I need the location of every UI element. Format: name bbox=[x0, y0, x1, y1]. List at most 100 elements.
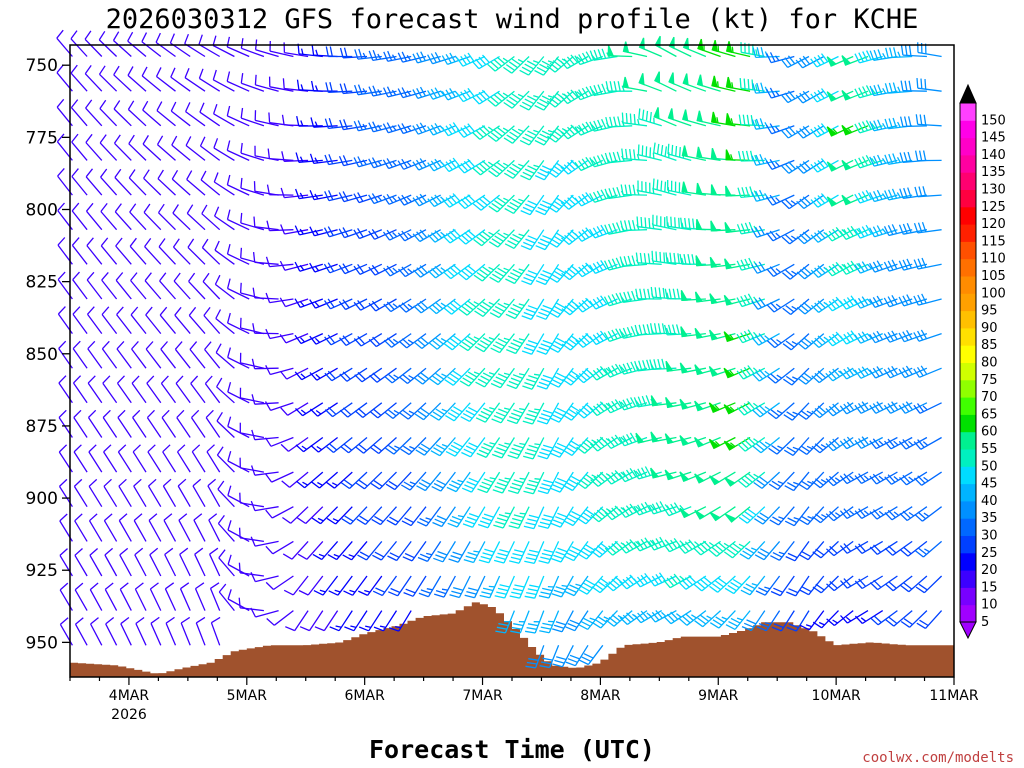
wind-barb bbox=[103, 513, 118, 542]
wind-barb bbox=[695, 255, 721, 267]
wind-barb bbox=[104, 547, 118, 577]
wind-barb bbox=[309, 226, 338, 237]
wind-barb bbox=[118, 478, 132, 508]
colorbar-label: 110 bbox=[981, 252, 1006, 267]
wind-barb bbox=[227, 520, 250, 542]
wind-barb bbox=[160, 375, 177, 404]
wind-barb bbox=[323, 226, 353, 238]
wind-barb bbox=[443, 333, 471, 351]
wind-barb bbox=[213, 138, 235, 161]
wind-barb bbox=[324, 367, 353, 382]
wind-barb bbox=[264, 436, 294, 447]
wind-barb bbox=[565, 610, 589, 632]
wind-barb bbox=[114, 203, 132, 231]
wind-barb bbox=[679, 398, 707, 410]
colorbar-swatch bbox=[960, 258, 976, 277]
wind-barb bbox=[368, 333, 397, 348]
wind-barb bbox=[207, 478, 221, 508]
wind-barb bbox=[191, 444, 206, 473]
wind-barb bbox=[295, 436, 324, 453]
wind-barb bbox=[766, 263, 795, 277]
wind-barb bbox=[357, 540, 383, 561]
colorbar-label: 75 bbox=[981, 373, 998, 388]
y-tick-label: 825 bbox=[26, 273, 58, 293]
wind-barb bbox=[388, 575, 412, 597]
wind-barb bbox=[296, 79, 323, 92]
wind-barb bbox=[781, 125, 810, 139]
wind-barb bbox=[472, 125, 500, 140]
wind-barb bbox=[175, 375, 191, 404]
wind-barb bbox=[459, 367, 486, 387]
wind-barb bbox=[504, 194, 530, 214]
wind-barb bbox=[427, 51, 456, 65]
wind-barb bbox=[457, 158, 486, 174]
wind-barb bbox=[371, 506, 397, 526]
wind-barb bbox=[144, 272, 162, 300]
wind-barb bbox=[786, 575, 810, 597]
wind-barb bbox=[560, 89, 589, 105]
wind-barb bbox=[797, 367, 825, 385]
wind-barb bbox=[250, 500, 279, 512]
colorbar-swatch bbox=[960, 466, 976, 485]
wind-barb bbox=[459, 333, 486, 352]
wind-barb bbox=[193, 513, 206, 542]
wind-barb bbox=[356, 506, 383, 525]
wind-barb bbox=[341, 506, 368, 525]
wind-barb bbox=[369, 367, 397, 383]
wind-barb bbox=[869, 575, 898, 591]
wind-barb bbox=[149, 582, 162, 611]
wind-barb bbox=[155, 67, 176, 92]
wind-barb bbox=[227, 382, 250, 404]
wind-barb bbox=[416, 506, 442, 527]
wind-barb bbox=[524, 541, 545, 565]
colorbar-swatch bbox=[960, 345, 976, 363]
wind-barb bbox=[120, 616, 132, 646]
wind-barb bbox=[812, 506, 839, 524]
wind-barb bbox=[534, 160, 560, 181]
wind-barb bbox=[265, 575, 294, 591]
wind-barb bbox=[913, 436, 942, 450]
wind-barb bbox=[412, 51, 441, 64]
colorbar-label: 105 bbox=[981, 269, 1006, 284]
wind-barb bbox=[539, 645, 560, 669]
wind-barb bbox=[280, 402, 309, 416]
wind-barb bbox=[681, 181, 706, 196]
colorbar-label: 95 bbox=[981, 304, 998, 319]
wind-barb bbox=[724, 575, 751, 595]
wind-barb bbox=[427, 263, 456, 279]
wind-barb bbox=[696, 146, 721, 162]
wind-barb bbox=[885, 610, 913, 627]
wind-barb bbox=[797, 437, 825, 455]
wind-barb bbox=[603, 399, 633, 414]
wind-barb bbox=[457, 229, 486, 245]
wind-barb bbox=[900, 80, 927, 92]
wind-barb bbox=[116, 306, 132, 334]
wind-barb bbox=[812, 540, 839, 559]
wind-barb bbox=[560, 54, 589, 70]
wind-barb bbox=[520, 229, 545, 251]
wind-barb bbox=[369, 402, 397, 419]
wind-barb bbox=[464, 575, 486, 599]
wind-barb bbox=[653, 142, 677, 162]
wind-barb bbox=[770, 540, 795, 561]
wind-barb bbox=[487, 90, 515, 107]
wind-barb bbox=[679, 253, 706, 265]
wind-barb bbox=[226, 278, 250, 300]
wind-barb bbox=[753, 471, 781, 489]
colorbar-swatch bbox=[960, 154, 976, 173]
wind-barb bbox=[205, 409, 221, 438]
wind-barb bbox=[226, 140, 250, 161]
wind-barb bbox=[213, 172, 235, 196]
wind-barb bbox=[681, 145, 707, 162]
wind-barb bbox=[310, 80, 338, 92]
wind-barb bbox=[281, 114, 309, 127]
wind-barb bbox=[73, 409, 88, 438]
wind-barb bbox=[519, 125, 545, 146]
wind-barb bbox=[71, 168, 88, 196]
wind-barb bbox=[649, 323, 677, 335]
wind-barb bbox=[900, 575, 928, 593]
wind-barb bbox=[456, 123, 486, 138]
wind-barb bbox=[506, 333, 530, 355]
wind-barb bbox=[180, 616, 191, 646]
wind-barb bbox=[368, 121, 397, 133]
